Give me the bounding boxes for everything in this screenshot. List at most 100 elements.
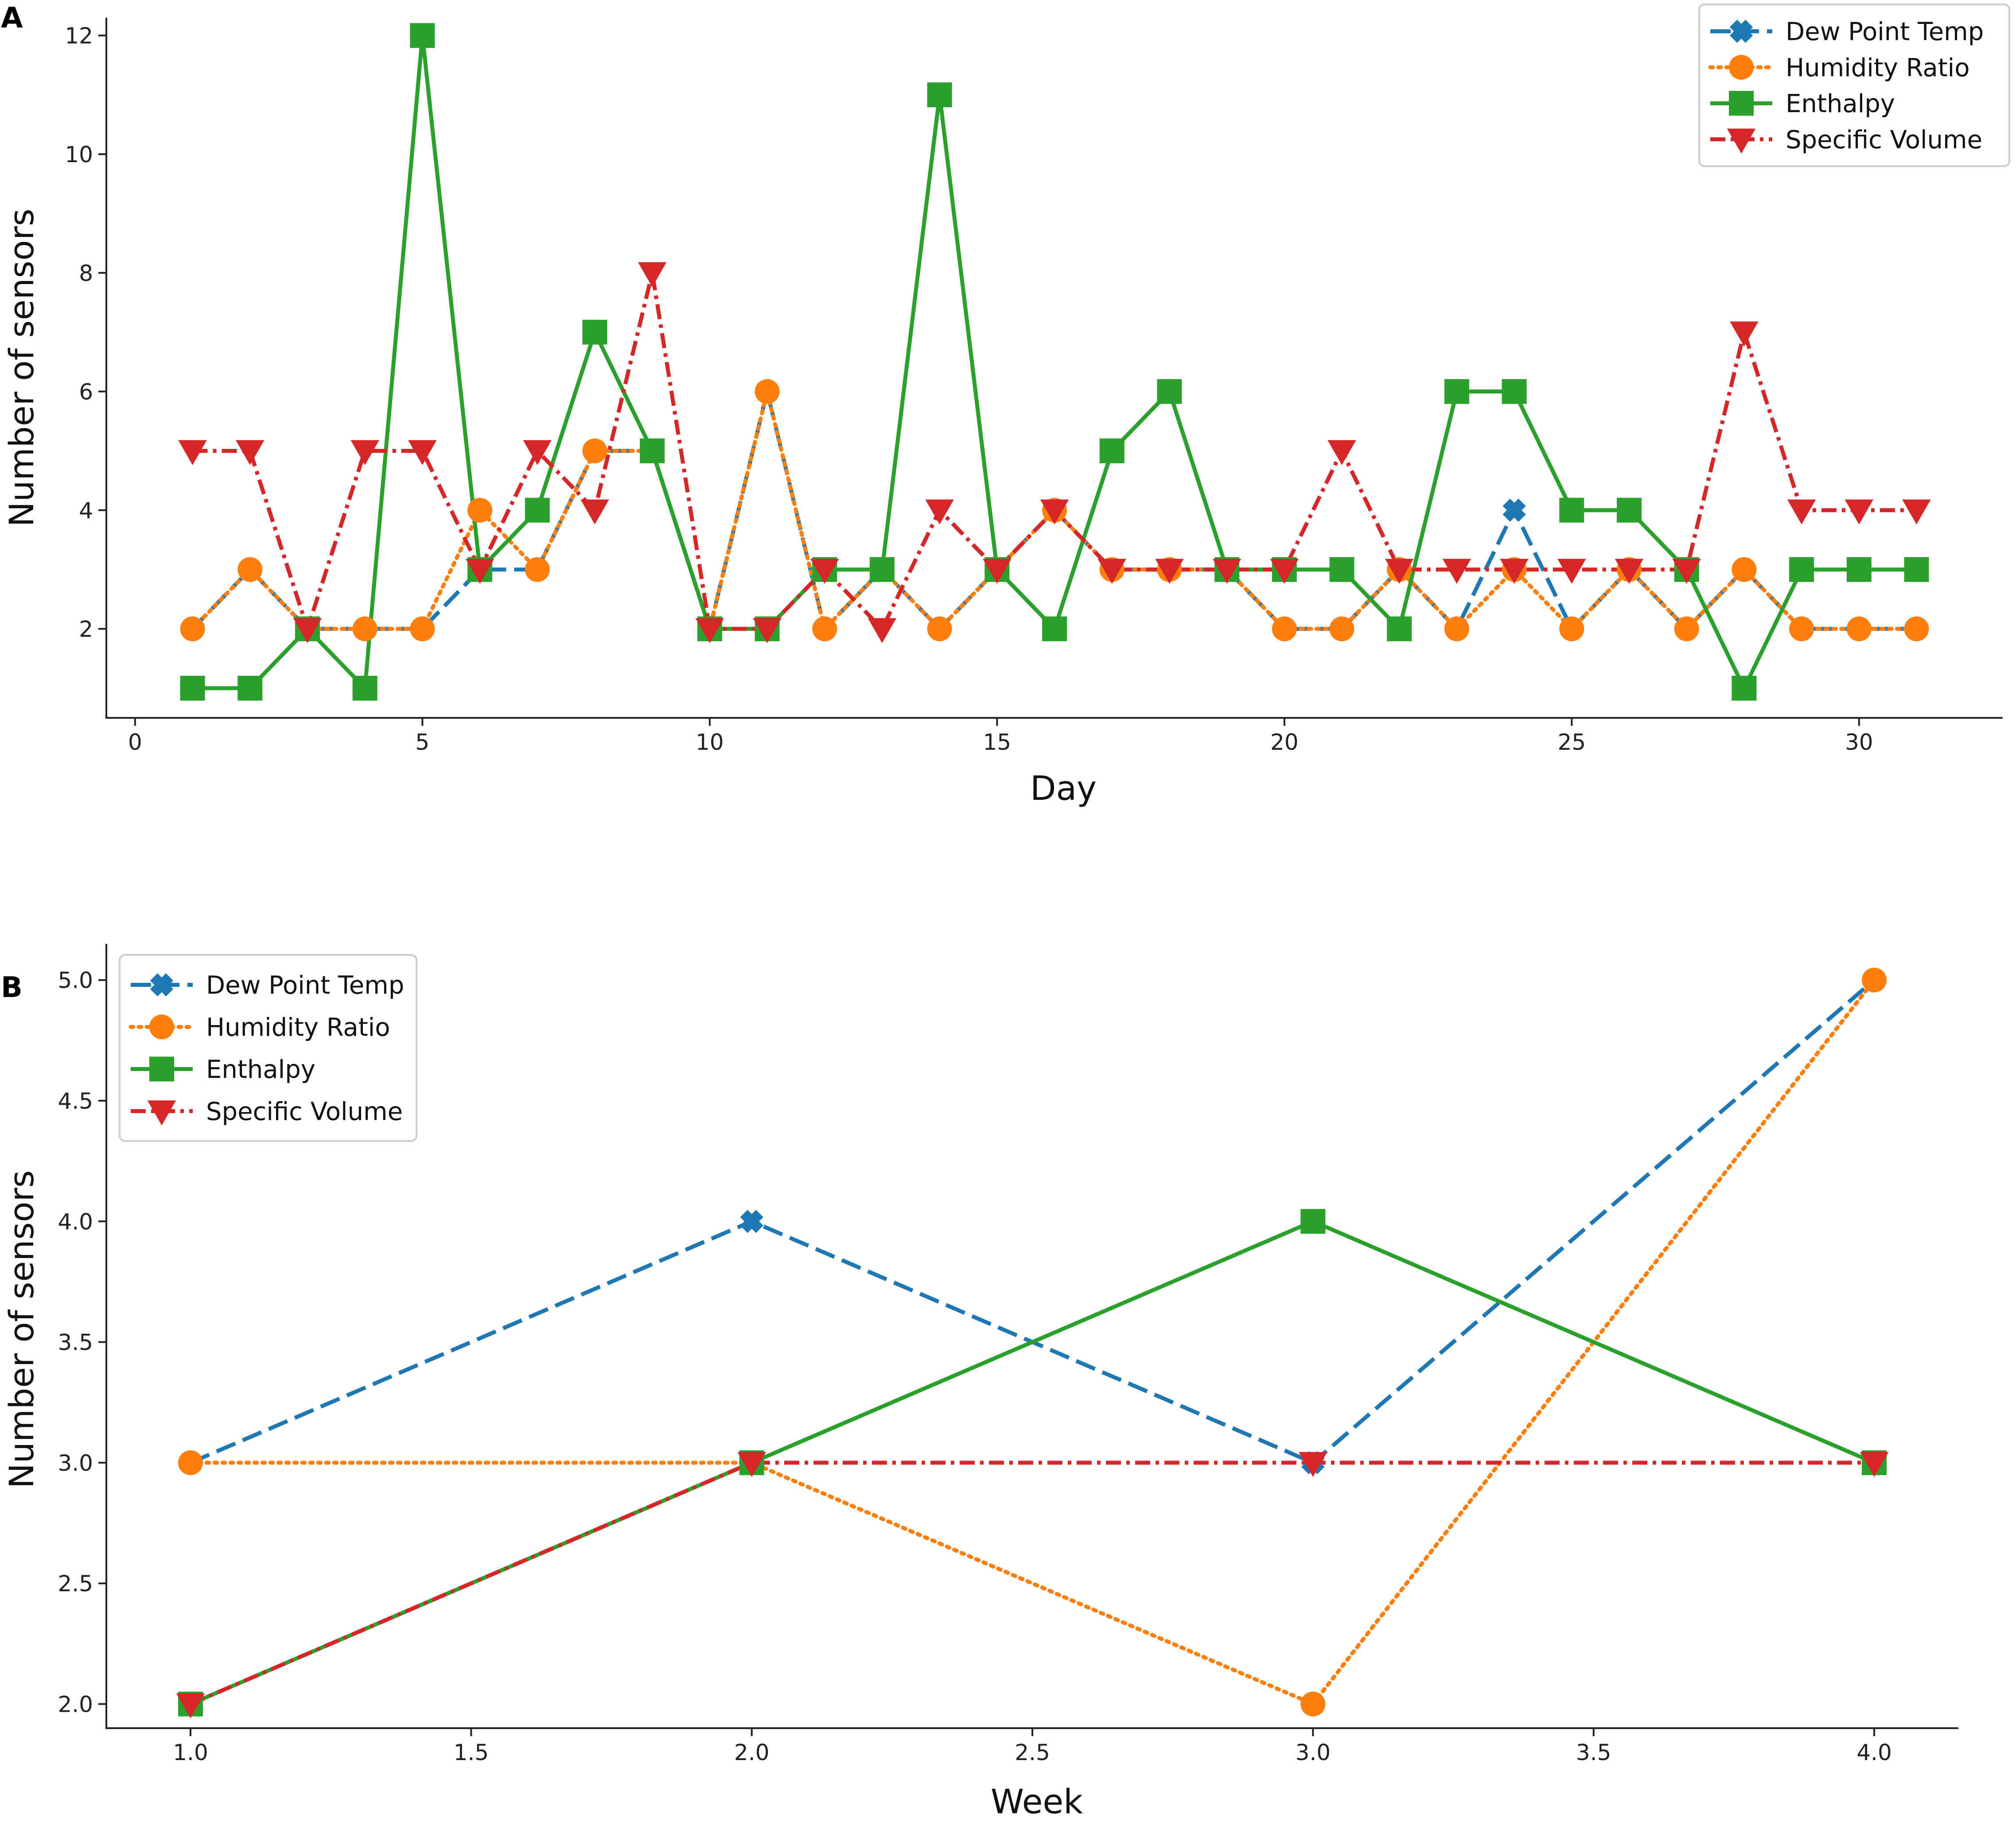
panel-b-legend-marker-humidity-ratio: [149, 1014, 174, 1040]
panel-a-point-specific-volume: [1787, 499, 1816, 525]
panel-a-legend-label-specific-volume: Specific Volume: [1786, 125, 1982, 154]
panel-b-plot-markers: [176, 967, 1889, 1718]
panel-a-point-specific-volume: [1615, 559, 1644, 584]
panel-a-point-humidity-ratio: [812, 616, 837, 642]
panel-a-point-humidity-ratio: [755, 379, 780, 404]
panel-a-point-specific-volume: [1845, 499, 1873, 525]
panel-a-point-enthalpy: [525, 498, 550, 523]
panel-b-point-humidity-ratio: [178, 1450, 203, 1475]
panel-b-y-tick-label: 3.0: [58, 1450, 93, 1476]
panel-a-point-humidity-ratio: [525, 557, 550, 582]
panel-b-x-ticks: 1.0 1.5 2.0 2.5 3.0 3.5 4.0: [173, 1728, 1892, 1765]
panel-a-point-specific-volume: [523, 440, 552, 465]
panel-a-point-enthalpy: [1099, 438, 1125, 464]
panel-a-point-humidity-ratio: [1272, 616, 1297, 642]
panel-b-y-tick-label: 2.0: [58, 1692, 93, 1718]
panel-a-point-specific-volume: [1270, 559, 1299, 584]
panel-a-point-enthalpy: [237, 676, 263, 701]
panel-b-x-tick-label: 1.5: [454, 1740, 489, 1765]
panel-a-point-humidity-ratio: [180, 616, 205, 642]
panel-a-letter: A: [1, 2, 23, 35]
panel-a-legend-frame: [1698, 4, 2010, 167]
panel-b-legend-label-enthalpy: Enthalpy: [206, 1056, 315, 1084]
panel-a-x-tick-label: 5: [415, 729, 429, 755]
panel-a-y-tick-label: 4: [79, 498, 93, 523]
panel-b-point-specific-volume: [176, 1693, 205, 1718]
panel-a-x-axis-label: Day: [1030, 768, 1097, 808]
panel-a-point-specific-volume: [1442, 559, 1471, 584]
panel-a-legend-label-humidity-ratio: Humidity Ratio: [1786, 54, 1970, 82]
panel-a-point-humidity-ratio: [1559, 616, 1584, 642]
panel-a-point-enthalpy: [1616, 498, 1642, 523]
panel-a-point-enthalpy: [869, 557, 895, 582]
panel-b-x-tick-label: 4.0: [1856, 1740, 1892, 1765]
panel-a-y-tick-label: 6: [79, 379, 93, 405]
panel-a-point-humidity-ratio: [582, 438, 607, 464]
panel-a-point-specific-volume: [1557, 559, 1586, 584]
panel-a-legend-marker-dew-point-temp: [1729, 19, 1753, 43]
panel-a-point-humidity-ratio: [352, 616, 378, 642]
panel-b-point-specific-volume: [1860, 1452, 1889, 1477]
panel-b-series-line-specific-volume: [190, 1461, 1874, 1706]
panel-a-legend-label-enthalpy: Enthalpy: [1786, 90, 1895, 118]
panel-a-point-specific-volume: [1385, 559, 1414, 584]
panel-a-point-specific-volume: [1902, 499, 1931, 525]
panel-a-point-specific-volume: [638, 262, 667, 287]
panel-a-y-axis-label: Number of sensors: [2, 209, 41, 527]
panel-a-point-specific-volume: [293, 618, 322, 643]
panel-a-point-humidity-ratio: [237, 557, 263, 582]
panel-a-point-enthalpy: [1042, 616, 1067, 642]
panel-b-legend-marker-dew-point-temp: [150, 973, 174, 997]
panel-b-point-humidity-ratio: [1300, 1691, 1326, 1717]
panel-a-x-tick-label: 10: [696, 729, 724, 755]
panel-a-point-specific-volume: [868, 618, 897, 643]
panel-a-y-tick-label: 10: [65, 142, 93, 167]
panel-b-plot-lines: [188, 978, 1876, 1706]
panel-a-point-dew-point-temp: [1502, 499, 1526, 522]
panel-a-point-specific-volume: [810, 559, 839, 584]
panel-a-point-enthalpy: [927, 82, 952, 108]
panel-a-x-ticks: 0 5 10 15 20 25 30: [128, 718, 1873, 755]
panel-a-plot-markers: [178, 23, 1931, 701]
panel-b-point-specific-volume: [1299, 1452, 1327, 1477]
panel-a-point-enthalpy: [1387, 616, 1412, 642]
panel-a-x-tick-label: 25: [1557, 729, 1586, 755]
panel-a-point-enthalpy: [1502, 379, 1527, 404]
panel-a-point-humidity-ratio: [1846, 616, 1872, 642]
panel-a-point-specific-volume: [1155, 559, 1184, 584]
panel-a-point-specific-volume: [1212, 559, 1242, 584]
panel-b-chart: B 1.0 1.5 2.0 2.5 3.0 3.5 4.0 2.0 2.5 3.0 3.5 4.0 4…: [1, 944, 1958, 1821]
panel-a-point-enthalpy: [1329, 557, 1354, 582]
panel-b-x-tick-label: 3.5: [1576, 1740, 1611, 1765]
panel-b-y-tick-label: 3.5: [58, 1330, 93, 1356]
panel-b-y-tick-label: 5.0: [58, 968, 93, 993]
panel-b-x-axis-label: Week: [991, 1782, 1083, 1821]
panel-a-x-tick-label: 30: [1845, 729, 1873, 755]
panel-a-chart: A 0 5 10 15 20 25 30 2 4 6 8 10 12 Day Number of se…: [1, 2, 2010, 808]
panel-a-y-ticks: 2 4 6 8 10 12: [65, 23, 106, 642]
panel-b-y-tick-label: 4.5: [58, 1088, 93, 1114]
panel-a-point-specific-volume: [753, 618, 782, 643]
panel-b-axes-spines: [105, 944, 1958, 1729]
panel-a-y-tick-label: 12: [65, 23, 93, 49]
panel-a-point-enthalpy: [1846, 557, 1872, 582]
panel-a-point-enthalpy: [640, 438, 665, 464]
panel-a-point-specific-volume: [236, 440, 265, 465]
panel-a-point-specific-volume: [580, 499, 609, 525]
panel-b-legend-label-dew-point-temp: Dew Point Temp: [206, 971, 404, 1000]
panel-a-point-specific-volume: [695, 618, 724, 643]
panel-a-point-enthalpy: [352, 676, 378, 701]
panel-a-point-specific-volume: [350, 440, 379, 465]
panel-a-point-humidity-ratio: [1329, 616, 1354, 642]
panel-a-point-specific-volume: [1327, 440, 1356, 465]
panel-a-point-enthalpy: [410, 23, 435, 48]
panel-a-point-humidity-ratio: [1674, 616, 1699, 642]
panel-a-point-specific-volume: [1730, 321, 1759, 347]
panel-b-x-tick-label: 3.0: [1296, 1740, 1331, 1765]
panel-a-legend: Dew Point Temp Humidity Ratio Enthalpy Spec…: [1698, 4, 2010, 167]
panel-a-point-humidity-ratio: [467, 498, 493, 523]
panel-a-point-humidity-ratio: [1444, 616, 1469, 642]
panel-a-point-humidity-ratio: [927, 616, 952, 642]
